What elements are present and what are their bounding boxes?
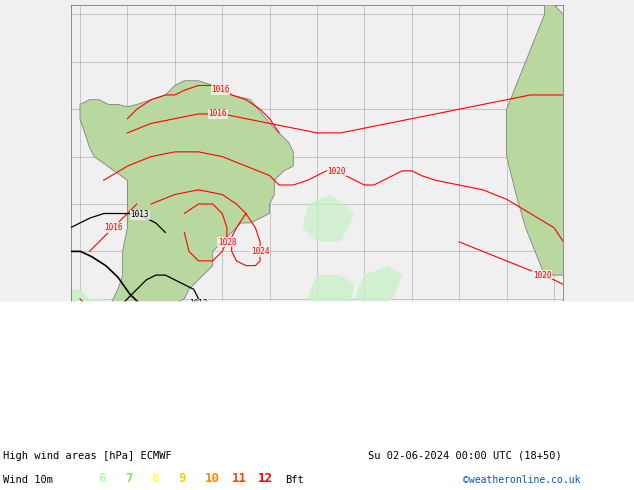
Text: 994: 994 bbox=[369, 389, 383, 398]
Text: 1024: 1024 bbox=[251, 247, 269, 256]
Text: ©weatheronline.co.uk: ©weatheronline.co.uk bbox=[463, 475, 580, 485]
Text: 11: 11 bbox=[231, 472, 247, 485]
Text: 996: 996 bbox=[335, 380, 349, 389]
Text: 6: 6 bbox=[98, 472, 106, 485]
Polygon shape bbox=[80, 299, 127, 360]
Text: Su 02-06-2024 00:00 UTC (18+50): Su 02-06-2024 00:00 UTC (18+50) bbox=[368, 451, 562, 461]
Polygon shape bbox=[307, 275, 355, 313]
Text: 1028: 1028 bbox=[217, 238, 236, 246]
Text: 8: 8 bbox=[152, 472, 159, 485]
Text: 9: 9 bbox=[178, 472, 186, 485]
Text: 1020: 1020 bbox=[99, 314, 118, 322]
Text: 1012: 1012 bbox=[189, 299, 208, 308]
Polygon shape bbox=[70, 289, 564, 441]
Polygon shape bbox=[507, 5, 564, 275]
Polygon shape bbox=[340, 356, 564, 441]
Polygon shape bbox=[177, 351, 186, 358]
Text: 1000: 1000 bbox=[208, 358, 227, 368]
Text: Wind 10m: Wind 10m bbox=[3, 475, 53, 485]
Text: 1013: 1013 bbox=[377, 327, 396, 336]
Text: 1008: 1008 bbox=[107, 332, 126, 341]
Text: 1004: 1004 bbox=[145, 342, 164, 351]
Polygon shape bbox=[141, 372, 149, 377]
Text: 1020: 1020 bbox=[533, 270, 552, 280]
Text: High wind areas [hPa] ECMWF: High wind areas [hPa] ECMWF bbox=[3, 451, 172, 461]
Text: 1016: 1016 bbox=[211, 85, 230, 94]
Text: 1020: 1020 bbox=[328, 167, 346, 176]
Polygon shape bbox=[156, 368, 163, 372]
Text: 7: 7 bbox=[125, 472, 133, 485]
Text: 1020: 1020 bbox=[104, 327, 122, 337]
Text: 1016: 1016 bbox=[209, 109, 227, 119]
Text: 1013: 1013 bbox=[131, 211, 149, 220]
Text: 10: 10 bbox=[205, 472, 220, 485]
Polygon shape bbox=[303, 195, 354, 242]
Text: 12: 12 bbox=[258, 472, 273, 485]
Polygon shape bbox=[355, 266, 403, 308]
Text: Bft: Bft bbox=[285, 475, 304, 485]
Polygon shape bbox=[474, 398, 564, 441]
Polygon shape bbox=[80, 81, 294, 375]
Text: 1016: 1016 bbox=[104, 223, 122, 232]
Text: 1012: 1012 bbox=[101, 313, 120, 322]
